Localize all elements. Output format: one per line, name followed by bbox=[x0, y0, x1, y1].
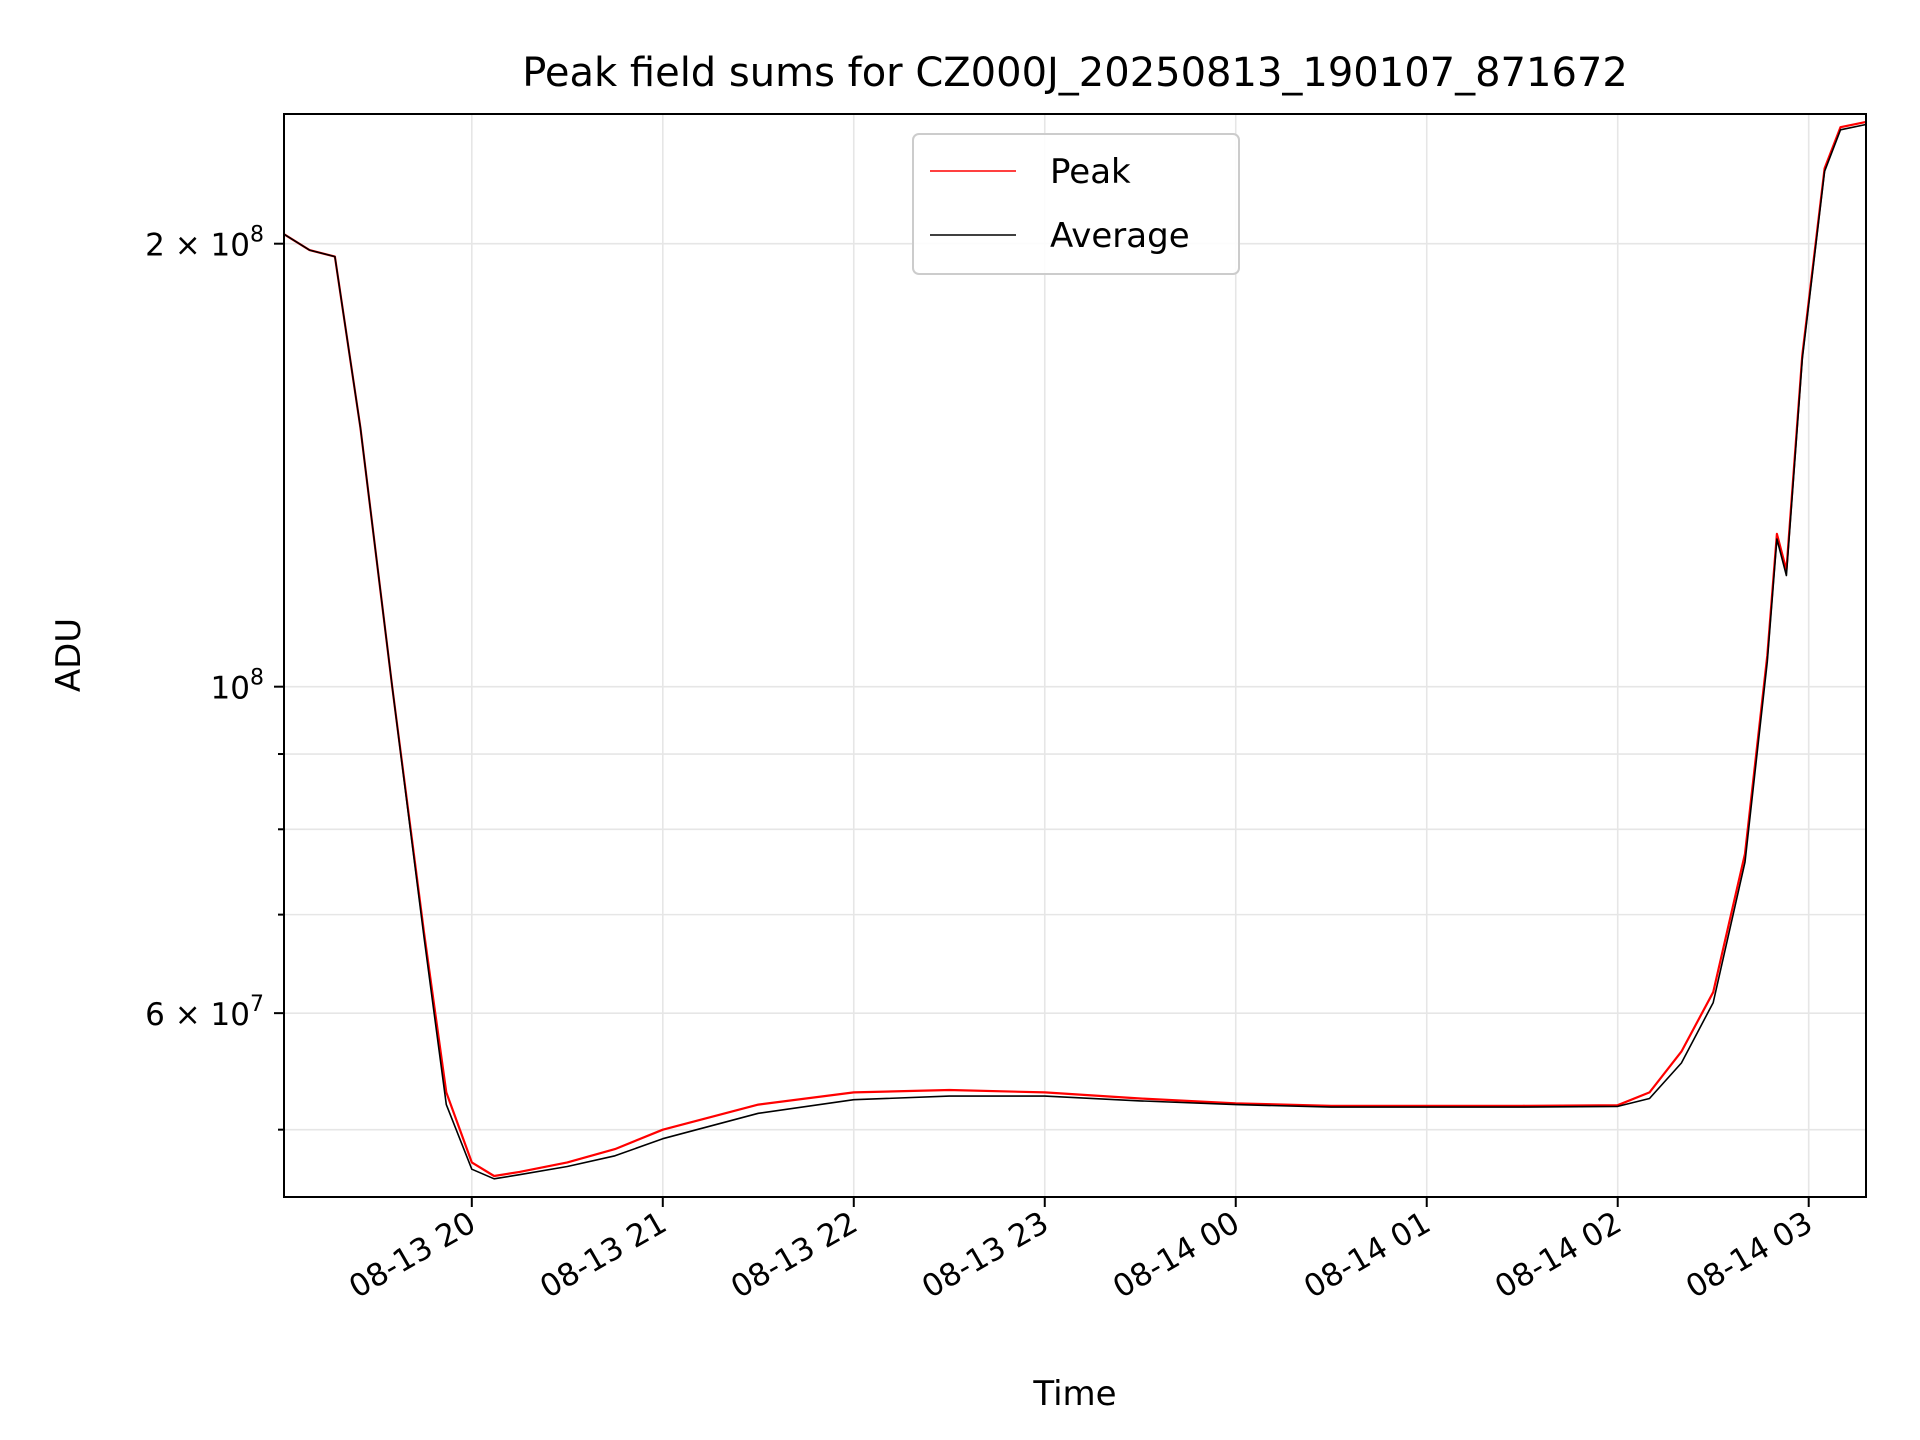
y-tick-label: 6 × 107 bbox=[145, 992, 264, 1033]
series-line-average bbox=[283, 123, 1867, 1180]
y-axis-label: ADU bbox=[49, 618, 89, 692]
plot-frame bbox=[283, 113, 1867, 1198]
y-tick-label: 108 bbox=[211, 666, 264, 707]
y-tick-label: 2 × 108 bbox=[145, 223, 264, 264]
legend: Peak Average bbox=[912, 133, 1240, 275]
legend-label-peak: Peak bbox=[1050, 152, 1131, 192]
chart-title: Peak field sums for CZ000J_20250813_1901… bbox=[522, 50, 1628, 96]
plot-area bbox=[283, 120, 1867, 1180]
y-axis: 2 × 108 108 6 × 107 bbox=[145, 223, 284, 1131]
legend-box bbox=[912, 133, 1240, 275]
legend-label-average: Average bbox=[1050, 216, 1190, 256]
x-axis-label: Time bbox=[1032, 1374, 1116, 1414]
